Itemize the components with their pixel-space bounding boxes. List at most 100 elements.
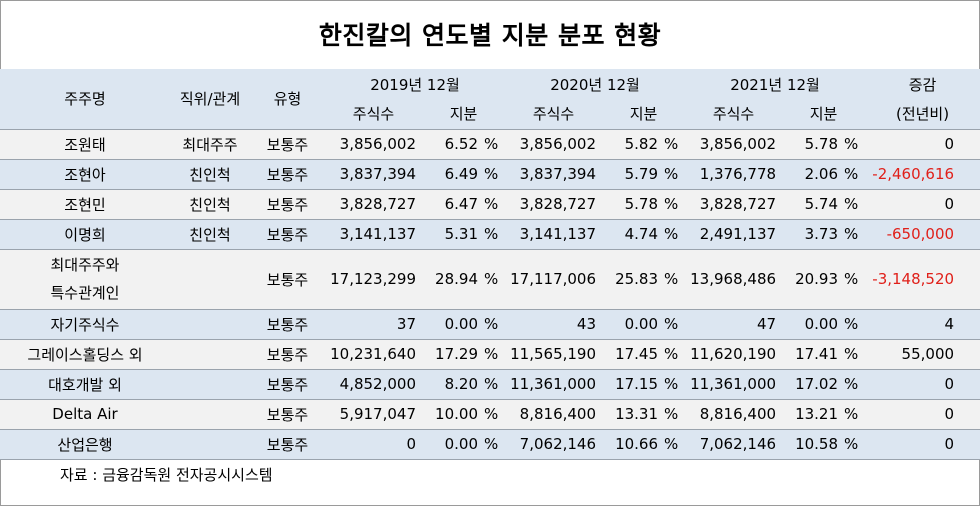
- percent-unit: %: [664, 435, 679, 453]
- change-value: 4: [944, 315, 955, 333]
- stake-2020: 17.15: [615, 375, 659, 393]
- shares-2019: 3,828,727: [339, 195, 416, 213]
- stake-2020: 17.45: [615, 345, 659, 363]
- change-value: 0: [944, 375, 955, 393]
- stake-2020: 13.31: [615, 405, 659, 423]
- holder-position: 친인척: [189, 165, 231, 184]
- table-body: 조원태 최대주주 보통주 3,856,002 6.52 % 3,856,002 …: [0, 129, 980, 459]
- table-row: 조현민 친인척 보통주 3,828,727 6.47 % 3,828,727 5…: [0, 189, 980, 219]
- stake-2019: 6.47: [444, 195, 478, 213]
- percent-unit: %: [844, 270, 859, 288]
- table-row: 산업은행 보통주 0 0.00 % 7,062,146 10.66 % 7,06…: [0, 429, 980, 459]
- holder-name: 조현아: [64, 165, 106, 184]
- percent-unit: %: [844, 195, 859, 213]
- share-type: 보통주: [266, 375, 309, 394]
- header-position: 직위/관계: [179, 90, 241, 109]
- shares-2021: 7,062,146: [699, 435, 777, 453]
- share-type: 보통주: [266, 315, 309, 334]
- percent-unit: %: [484, 345, 499, 363]
- percent-unit: %: [664, 405, 679, 423]
- header-shares-2021: 주식수: [712, 105, 755, 124]
- change-value: 0: [944, 135, 955, 153]
- shares-2021: 13,968,486: [690, 270, 777, 288]
- shares-2021: 11,620,190: [690, 345, 777, 363]
- share-type: 보통주: [266, 435, 309, 454]
- table-row: 조현아 친인척 보통주 3,837,394 6.49 % 3,837,394 5…: [0, 159, 980, 189]
- shares-2021: 1,376,778: [699, 165, 777, 183]
- percent-unit: %: [844, 135, 859, 153]
- percent-unit: %: [664, 270, 679, 288]
- percent-unit: %: [664, 315, 679, 333]
- shares-2021: 3,828,727: [699, 195, 777, 213]
- percent-unit: %: [844, 345, 859, 363]
- holder-name: 최대주주와 특수관계인: [0, 249, 170, 309]
- shares-2019: 5,917,047: [339, 405, 416, 423]
- header-shares-2019: 주식수: [352, 105, 395, 124]
- table-row: 자기주식수 보통주 37 0.00 % 43 0.00 % 47 0.00 % …: [0, 309, 980, 339]
- percent-unit: %: [484, 375, 499, 393]
- percent-unit: %: [484, 270, 499, 288]
- percent-unit: %: [844, 225, 859, 243]
- change-value: 55,000: [901, 345, 955, 363]
- stake-2021: 0.00: [804, 315, 839, 333]
- change-value: 0: [944, 435, 955, 453]
- source-note: 자료 : 금융감독원 전자공시시스템: [60, 466, 273, 484]
- percent-unit: %: [484, 225, 499, 243]
- table-row: 조원태 최대주주 보통주 3,856,002 6.52 % 3,856,002 …: [0, 129, 980, 159]
- percent-unit: %: [664, 345, 679, 363]
- stake-2019: 5.31: [444, 225, 478, 243]
- stake-2019: 28.94: [435, 270, 478, 288]
- shares-2020: 7,062,146: [519, 435, 597, 453]
- table-row: 최대주주와 특수관계인 보통주 17,123,299 28.94 % 17,11…: [0, 249, 980, 309]
- change-value: 0: [944, 195, 955, 213]
- stake-2020: 4.74: [624, 225, 659, 243]
- stake-2019: 6.49: [444, 165, 478, 183]
- holder-position: [170, 429, 250, 459]
- share-type: 보통주: [266, 225, 309, 244]
- stake-2021: 10.58: [795, 435, 839, 453]
- percent-unit: %: [664, 375, 679, 393]
- stake-2021: 5.78: [804, 135, 839, 153]
- holder-name: 조현민: [64, 195, 106, 214]
- header-stake-2020: 지분: [629, 105, 658, 124]
- page-title: 한진칼의 연도별 지분 분포 현황: [318, 21, 662, 50]
- stake-2021: 5.74: [804, 195, 839, 213]
- table-row: Delta Air 보통주 5,917,047 10.00 % 8,816,40…: [0, 399, 980, 429]
- header-change-sub: (전년비): [895, 105, 950, 124]
- holder-name: 그레이스홀딩스 외: [27, 345, 143, 364]
- shares-2021: 3,856,002: [699, 135, 777, 153]
- percent-unit: %: [484, 135, 499, 153]
- stake-2020: 25.83: [615, 270, 659, 288]
- shares-2020: 8,816,400: [519, 405, 597, 423]
- percent-unit: %: [844, 435, 859, 453]
- header-year-2021: 2021년 12월: [730, 75, 820, 94]
- shares-2019: 0: [406, 435, 416, 453]
- percent-unit: %: [484, 165, 499, 183]
- table-row: 그레이스홀딩스 외 보통주 10,231,640 17.29 % 11,565,…: [0, 339, 980, 369]
- holder-name-line2: 특수관계인: [50, 284, 120, 302]
- percent-unit: %: [844, 375, 859, 393]
- shares-2019: 4,852,000: [339, 375, 416, 393]
- share-type: 보통주: [266, 135, 309, 154]
- shares-2020: 17,117,006: [510, 270, 597, 288]
- holder-name: 산업은행: [57, 435, 113, 454]
- table-header: 주주명 직위/관계 유형 2019년 12월 2020년 12월 2021년 1…: [0, 69, 980, 129]
- share-type: 보통주: [266, 345, 309, 364]
- stake-2021: 17.41: [795, 345, 839, 363]
- header-year-2020: 2020년 12월: [550, 75, 640, 94]
- share-type: 보통주: [266, 405, 309, 424]
- stake-2020: 5.79: [624, 165, 659, 183]
- percent-unit: %: [664, 195, 679, 213]
- stake-2021: 2.06: [804, 165, 839, 183]
- change-value: -650,000: [886, 225, 955, 243]
- stake-2019: 8.20: [444, 375, 478, 393]
- shares-2020: 3,856,002: [519, 135, 597, 153]
- header-stake-2021: 지분: [809, 105, 838, 124]
- shares-2020: 3,837,394: [519, 165, 597, 183]
- holder-position: [170, 249, 250, 309]
- shares-2020: 11,361,000: [510, 375, 597, 393]
- stake-2021: 3.73: [804, 225, 839, 243]
- percent-unit: %: [664, 225, 679, 243]
- stake-2019: 6.52: [444, 135, 478, 153]
- holder-name: 대호개발 외: [48, 375, 122, 394]
